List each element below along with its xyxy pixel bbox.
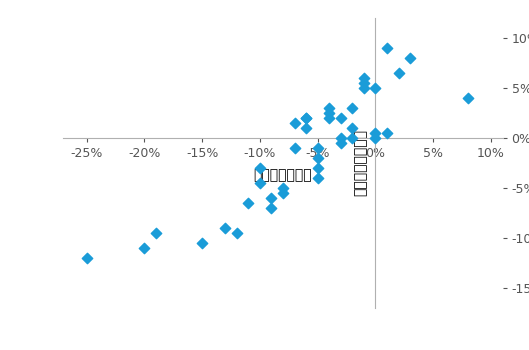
Point <box>244 200 252 205</box>
Point <box>302 115 311 120</box>
Point <box>336 140 345 146</box>
Point <box>314 165 322 170</box>
Point <box>267 205 276 211</box>
Point <box>290 145 299 150</box>
Point <box>371 130 380 135</box>
Point <box>406 55 414 60</box>
Point <box>152 230 160 236</box>
Point <box>302 125 311 131</box>
Point <box>314 155 322 161</box>
Point <box>256 180 264 186</box>
Point <box>233 230 241 236</box>
Point <box>394 70 403 75</box>
X-axis label: 付加価値変化率: 付加価値変化率 <box>254 168 312 182</box>
Point <box>140 245 149 251</box>
Point <box>360 75 368 80</box>
Point <box>383 45 391 50</box>
Point <box>348 135 357 140</box>
Point <box>314 175 322 181</box>
Point <box>336 135 345 140</box>
Point <box>325 115 333 120</box>
Point <box>302 115 311 120</box>
Point <box>221 225 230 231</box>
Point <box>383 130 391 135</box>
Point <box>290 120 299 126</box>
Point <box>348 125 357 131</box>
Point <box>360 85 368 90</box>
Point <box>325 105 333 111</box>
Point <box>267 195 276 201</box>
Point <box>348 105 357 111</box>
Point <box>83 255 91 261</box>
Point <box>314 145 322 150</box>
Point <box>371 85 380 90</box>
Point <box>336 115 345 120</box>
Point <box>360 80 368 85</box>
Point <box>325 110 333 116</box>
Point <box>198 240 206 246</box>
Point <box>463 95 472 100</box>
Point <box>279 190 287 196</box>
Point <box>256 165 264 170</box>
Y-axis label: 労働生産性変化率: 労働生産性変化率 <box>353 129 367 196</box>
Point <box>371 135 380 140</box>
Point <box>279 185 287 191</box>
